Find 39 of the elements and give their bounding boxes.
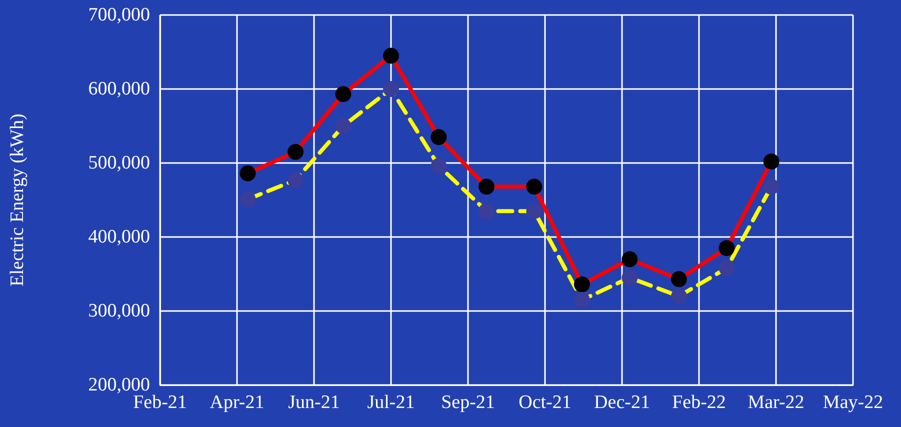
x-tick-label: Mar-22 (748, 392, 804, 413)
y-tick-label: 500,000 (88, 152, 150, 174)
point (383, 48, 399, 64)
x-tick-label: May-22 (822, 392, 884, 413)
point (335, 86, 352, 102)
point (430, 158, 447, 174)
point (718, 240, 735, 256)
point (574, 292, 590, 308)
point (240, 165, 256, 182)
x-tick-label: Feb-22 (672, 392, 726, 413)
y-axis-title: Electric Energy (kWh) (7, 114, 28, 286)
point (383, 81, 399, 97)
x-tick-label: Dec-21 (594, 392, 650, 413)
y-tick-label: 700,000 (88, 4, 150, 26)
point (670, 271, 687, 288)
point (430, 129, 447, 146)
x-tick-label: Jul-21 (367, 392, 415, 413)
point (622, 251, 638, 268)
y-tick-label: 600,000 (88, 78, 150, 100)
x-tick-label: Jun-21 (288, 392, 340, 413)
point (240, 191, 256, 208)
x-tick-label: Oct-21 (518, 392, 572, 413)
point (335, 118, 352, 134)
point (478, 203, 494, 220)
point (526, 203, 542, 220)
point (622, 270, 638, 286)
point (288, 144, 304, 160)
point (288, 172, 304, 188)
point (574, 276, 590, 292)
point (478, 178, 494, 195)
x-tick-label: Sep-21 (441, 392, 495, 413)
y-tick-label: 300,000 (88, 300, 150, 322)
x-tick-label: Apr-21 (210, 392, 264, 413)
point (763, 154, 780, 170)
y-tick-label: 400,000 (88, 226, 150, 248)
point (670, 288, 687, 304)
point (526, 178, 542, 195)
point (763, 178, 780, 195)
point (718, 260, 735, 276)
